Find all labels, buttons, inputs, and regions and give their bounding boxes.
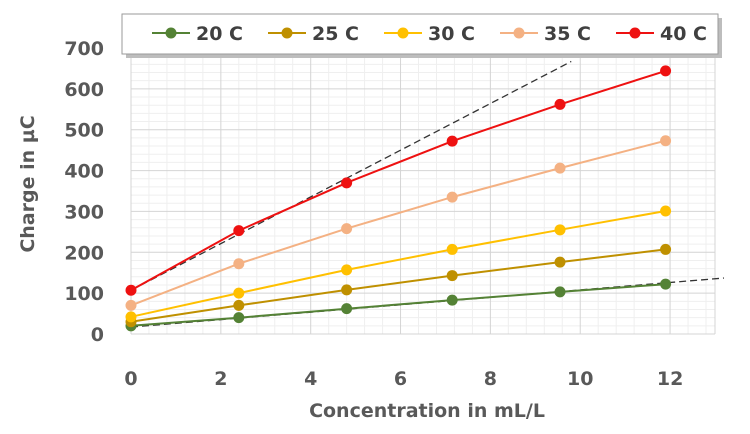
- y-axis-title: Charge in µC: [17, 115, 39, 252]
- data-point: [660, 205, 672, 217]
- data-point: [341, 264, 353, 276]
- legend-label: 20 C: [196, 23, 243, 45]
- data-point: [341, 284, 353, 296]
- data-point: [446, 135, 458, 147]
- data-point: [660, 135, 672, 147]
- x-tick-label: 10: [567, 368, 593, 390]
- y-tick-label: 0: [91, 324, 104, 346]
- y-tick-label: 200: [64, 242, 104, 264]
- legend-marker: [513, 27, 525, 39]
- legend-marker: [397, 27, 409, 39]
- y-tick-label: 500: [64, 120, 104, 142]
- data-point: [554, 162, 566, 174]
- data-point: [446, 191, 458, 203]
- data-point: [660, 65, 672, 77]
- series-line: [130, 69, 666, 292]
- series-points: [125, 65, 672, 332]
- data-point: [341, 303, 353, 315]
- series-line: [130, 139, 666, 307]
- series-line: [130, 210, 666, 318]
- legend-label: 40 C: [660, 23, 707, 45]
- legend-marker: [281, 27, 293, 39]
- data-point: [554, 286, 566, 298]
- legend-label: 30 C: [428, 23, 475, 45]
- x-tick-label: 0: [124, 368, 137, 390]
- data-point: [554, 98, 566, 110]
- data-point: [446, 243, 458, 255]
- y-tick-label: 300: [64, 201, 104, 223]
- x-tick-label: 12: [657, 368, 683, 390]
- y-tick-label: 600: [64, 79, 104, 101]
- x-tick-label: 8: [484, 368, 497, 390]
- series-lines: [130, 69, 666, 327]
- chart-grid: [130, 47, 716, 335]
- y-tick-label: 400: [64, 161, 104, 183]
- legend-label: 25 C: [312, 23, 359, 45]
- data-point: [233, 299, 245, 311]
- legend-marker: [165, 27, 177, 39]
- legend: 20 C 25 C 30 C 35 C 40 C: [121, 13, 722, 58]
- tick-labels: 0 100 200 300 400 500 600 700 0 2 4 6 8 10 12: [64, 38, 683, 390]
- data-point: [233, 312, 245, 324]
- data-point: [446, 294, 458, 306]
- x-tick-label: 4: [304, 368, 317, 390]
- series-line: [130, 283, 666, 327]
- y-tick-label: 700: [64, 38, 104, 60]
- x-axis-title: Concentration in mL/L: [309, 400, 545, 422]
- data-point: [341, 177, 353, 189]
- legend-label: 35 C: [544, 23, 591, 45]
- data-point: [233, 225, 245, 237]
- legend-marker: [629, 27, 641, 39]
- data-point: [660, 278, 672, 290]
- data-point: [554, 224, 566, 236]
- data-point: [446, 270, 458, 282]
- trendline: [130, 60, 572, 291]
- data-point: [125, 311, 137, 323]
- data-point: [233, 287, 245, 299]
- data-point: [660, 243, 672, 255]
- data-point: [125, 299, 137, 311]
- data-point: [341, 223, 353, 235]
- data-point: [125, 284, 137, 296]
- data-point: [233, 258, 245, 270]
- data-point: [554, 256, 566, 268]
- x-tick-label: 2: [214, 368, 227, 390]
- series-line: [130, 248, 666, 323]
- x-tick-label: 6: [394, 368, 407, 390]
- y-tick-label: 100: [64, 283, 104, 305]
